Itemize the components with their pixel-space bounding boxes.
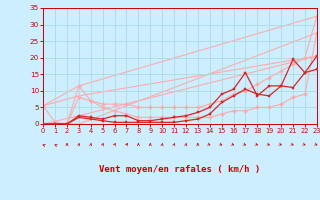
Text: Vent moyen/en rafales ( km/h ): Vent moyen/en rafales ( km/h )	[100, 165, 260, 174]
